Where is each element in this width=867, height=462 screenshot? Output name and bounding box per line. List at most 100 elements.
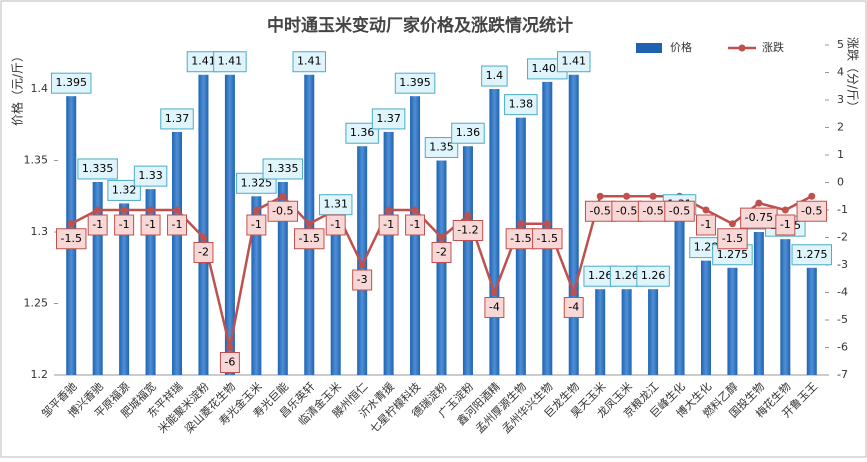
data-label: 1.36: [345, 122, 379, 144]
data-label: -1: [167, 214, 188, 236]
bar: [489, 89, 500, 375]
label-box: [405, 214, 426, 236]
bar: [780, 239, 791, 375]
bar: [383, 131, 394, 375]
data-label: -1.2: [452, 220, 484, 241]
data-label-text: -1: [330, 218, 341, 231]
marker: [67, 220, 75, 228]
marker: [226, 344, 234, 351]
data-label-text: -2: [436, 246, 447, 259]
label-box: [294, 228, 325, 250]
label-box: [114, 214, 135, 236]
label-box: [484, 297, 505, 318]
data-label: 1.26: [636, 265, 670, 287]
data-label: -6: [219, 352, 240, 373]
label-box: [563, 297, 584, 318]
bar: [700, 260, 711, 375]
data-label-text: 1.26: [588, 269, 613, 282]
label-box: [213, 51, 247, 73]
legend-label: 涨跌: [762, 40, 784, 54]
data-label-text: -0.75: [745, 211, 773, 224]
bar: [198, 74, 209, 375]
label-box: [167, 214, 188, 236]
label-box: [219, 352, 240, 373]
data-label-text: -1.5: [537, 232, 558, 245]
data-label-text: 1.405: [532, 62, 564, 75]
data-label-text: -1: [119, 218, 130, 231]
marker: [438, 234, 445, 241]
label-box: [695, 214, 716, 236]
bar: [806, 267, 817, 375]
y2-tick-label: 5: [837, 38, 844, 51]
label-box: [636, 265, 670, 287]
bar: [277, 181, 288, 375]
data-label: -4: [563, 297, 584, 318]
data-label-text: 1.35: [429, 141, 454, 154]
data-label-text: 1.37: [376, 112, 401, 125]
marker: [702, 206, 710, 214]
data-label-text: 1.335: [267, 162, 299, 175]
data-label-text: 1.335: [82, 162, 114, 175]
marker: [623, 192, 631, 200]
data-label-text: -1: [92, 218, 103, 231]
marker: [517, 220, 525, 228]
data-label: -1.5: [717, 228, 748, 250]
bar: [621, 289, 632, 375]
label-box: [504, 94, 538, 116]
marker: [728, 220, 736, 228]
data-label: -1: [695, 214, 716, 236]
data-label-text: -1.5: [722, 232, 743, 245]
bar: [224, 74, 235, 375]
data-label: -1.5: [294, 228, 325, 250]
data-label: 1.38: [504, 94, 538, 116]
label-box: [267, 200, 299, 222]
y2-tick-label: -6: [837, 341, 848, 354]
data-label: 1.335: [77, 158, 118, 180]
data-label-text: 1.395: [55, 76, 87, 89]
data-label-text: -1: [145, 218, 156, 231]
data-label-text: -1.5: [299, 232, 320, 245]
y2-axis-label: 涨跌（分/斤）: [846, 37, 861, 113]
data-label: -0.5: [611, 200, 642, 222]
data-label: 1.395: [394, 72, 436, 94]
data-label: -1: [114, 214, 135, 236]
data-label-text: 1.275: [717, 248, 749, 261]
data-label: 1.31: [318, 194, 353, 216]
label-box: [160, 108, 194, 130]
label-box: [431, 242, 452, 263]
data-label-text: 1.395: [399, 76, 431, 89]
label-box: [481, 65, 508, 87]
data-label: 1.37: [371, 108, 406, 130]
data-label: -1: [325, 214, 346, 236]
y-tick-label: 1.25: [24, 297, 49, 310]
data-label: 1.4: [481, 65, 508, 87]
marker: [464, 212, 472, 219]
marker: [305, 220, 313, 228]
data-label-text: -2: [198, 246, 209, 259]
marker: [199, 234, 207, 241]
bar: [436, 160, 447, 375]
data-label-text: 1.4: [486, 69, 504, 82]
marker: [570, 289, 578, 296]
marker: [385, 206, 393, 214]
data-label: 1.405: [527, 58, 568, 80]
y-tick-label: 1.35: [24, 154, 49, 167]
label-box: [345, 122, 379, 144]
data-label: -3: [352, 269, 373, 291]
marker: [173, 206, 181, 214]
label-box: [140, 214, 161, 236]
data-label-text: -1: [410, 218, 421, 231]
data-label: 1.26: [583, 265, 617, 287]
data-label: -0.5: [267, 200, 299, 222]
data-label: -2: [431, 242, 452, 263]
y2-tick-label: 3: [837, 93, 844, 106]
label-box: [664, 200, 695, 222]
marker: [252, 206, 260, 214]
data-label: 1.335: [262, 158, 304, 180]
y2-tick-label: 2: [837, 121, 844, 134]
bar: [462, 146, 473, 375]
bar: [119, 203, 130, 375]
data-label-text: 1.38: [509, 98, 534, 111]
data-label-text: 1.36: [350, 126, 375, 139]
